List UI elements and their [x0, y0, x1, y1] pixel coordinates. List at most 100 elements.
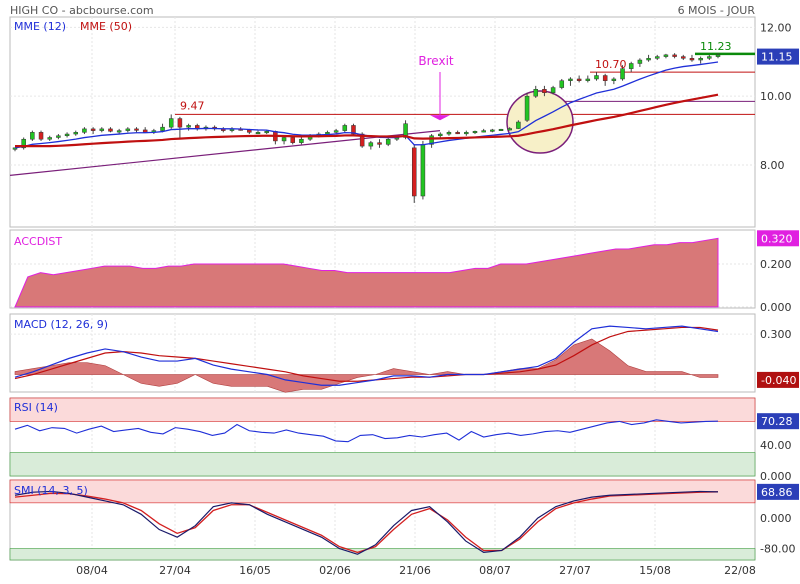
- candle-body: [576, 78, 582, 81]
- mme-50-line: [15, 93, 719, 148]
- trend-line: [9, 130, 441, 176]
- rsi-last-label: 70.28: [761, 415, 793, 428]
- y-tick-label: -80.00: [760, 543, 795, 556]
- candle-body: [481, 130, 486, 133]
- chart-period: 6 MOIS - JOUR: [678, 4, 756, 17]
- x-tick-label: 15/08: [639, 564, 671, 577]
- candle-body: [602, 75, 608, 81]
- accdist-area: [14, 237, 719, 308]
- rsi-oversold-zone: [9, 452, 756, 477]
- candle-body: [646, 58, 651, 61]
- candle-body: [56, 135, 61, 138]
- x-tick-label: 02/06: [319, 564, 351, 577]
- candle-body: [663, 54, 669, 57]
- candle-body: [82, 128, 87, 133]
- candle-body: [628, 63, 634, 69]
- macd-line: [14, 325, 719, 386]
- candle-body: [533, 89, 538, 97]
- annotation-high-947: 9.47: [180, 99, 205, 112]
- smi-last-label: 68.86: [761, 486, 793, 499]
- candle-body: [90, 128, 96, 131]
- smi-oversold-zone: [9, 548, 756, 561]
- annotation-brexit: Brexit: [418, 54, 454, 68]
- rsi-line: [14, 419, 719, 443]
- candle-body: [498, 128, 504, 131]
- candle-body: [654, 56, 660, 59]
- annotation-high-1123: 11.23: [700, 40, 732, 53]
- y-tick-label: 12.00: [760, 21, 792, 34]
- accdist-last-label: 0.320: [761, 232, 793, 245]
- y-tick-label: 0.200: [760, 258, 792, 271]
- candle-body: [681, 56, 686, 59]
- candle-body: [472, 131, 478, 134]
- candle-body: [99, 128, 105, 131]
- candle-body: [47, 137, 52, 140]
- pane-frame-0: [9, 16, 756, 228]
- pane-frame-2: [9, 313, 756, 393]
- y-tick-label: 0.000: [760, 470, 792, 483]
- candle-body: [715, 54, 721, 57]
- candle-body: [290, 137, 295, 143]
- smi-last-box: [757, 483, 799, 500]
- x-tick-label: 21/06: [399, 564, 431, 577]
- x-tick-label: 27/04: [159, 564, 191, 577]
- macd-signal-line: [14, 326, 719, 382]
- y-tick-label: 0.000: [760, 512, 792, 525]
- candle-body: [359, 133, 365, 147]
- candle-body: [585, 78, 591, 81]
- candle-body: [134, 128, 139, 131]
- chart-title: HIGH CO - abcbourse.com: [10, 4, 154, 17]
- candle-body: [377, 142, 382, 145]
- x-tick-label: 22/08: [724, 564, 756, 577]
- candle-body: [108, 128, 113, 132]
- candle-body: [299, 138, 304, 143]
- y-tick-label: 10.00: [760, 90, 792, 103]
- last-price-box: [757, 48, 799, 65]
- x-tick-label: 08/04: [76, 564, 108, 577]
- legend-mme50: MME (50): [80, 20, 132, 33]
- candle-body: [438, 133, 443, 137]
- candle-body: [542, 89, 547, 93]
- candle-body: [455, 132, 460, 135]
- candle-body: [707, 56, 712, 59]
- candle-body: [38, 132, 44, 140]
- candle-body: [385, 138, 391, 145]
- candle-body: [559, 80, 565, 88]
- candle-body: [507, 128, 512, 131]
- y-tick-label: 0.000: [760, 301, 792, 314]
- macd-label: MACD (12, 26, 9): [14, 318, 108, 331]
- smi-label: SMI (14, 3, 5): [14, 484, 88, 497]
- candle-body: [689, 58, 695, 61]
- candle-body: [550, 87, 556, 93]
- legend-mme12: MME (12): [14, 20, 66, 33]
- macd-last-box: [757, 371, 799, 388]
- candle-body: [446, 132, 452, 135]
- candle-body: [247, 129, 252, 133]
- annotation-high-1070: 10.70: [595, 58, 627, 71]
- candle-body: [168, 118, 174, 128]
- candle-body: [186, 125, 191, 128]
- candle-body: [464, 132, 469, 135]
- candle-body: [672, 54, 677, 57]
- candle-body: [177, 118, 183, 128]
- candle-body: [420, 144, 426, 197]
- candle-body: [264, 131, 269, 134]
- candle-body: [160, 126, 165, 131]
- candle-body: [368, 142, 374, 147]
- candle-body: [30, 132, 35, 140]
- candle-body: [125, 128, 131, 131]
- candle-body: [64, 133, 70, 137]
- x-tick-label: 08/07: [479, 564, 511, 577]
- candle-body: [611, 78, 617, 81]
- rsi-label: RSI (14): [14, 401, 58, 414]
- candle-body: [255, 132, 261, 135]
- candle-body: [490, 129, 495, 132]
- smi-line: [14, 490, 719, 555]
- y-tick-label: 40.00: [760, 439, 792, 452]
- candle-body: [403, 123, 408, 138]
- candle-body: [698, 58, 703, 61]
- candle-body: [524, 95, 530, 121]
- accdist-label: ACCDIST: [14, 235, 62, 248]
- candle-body: [411, 147, 417, 197]
